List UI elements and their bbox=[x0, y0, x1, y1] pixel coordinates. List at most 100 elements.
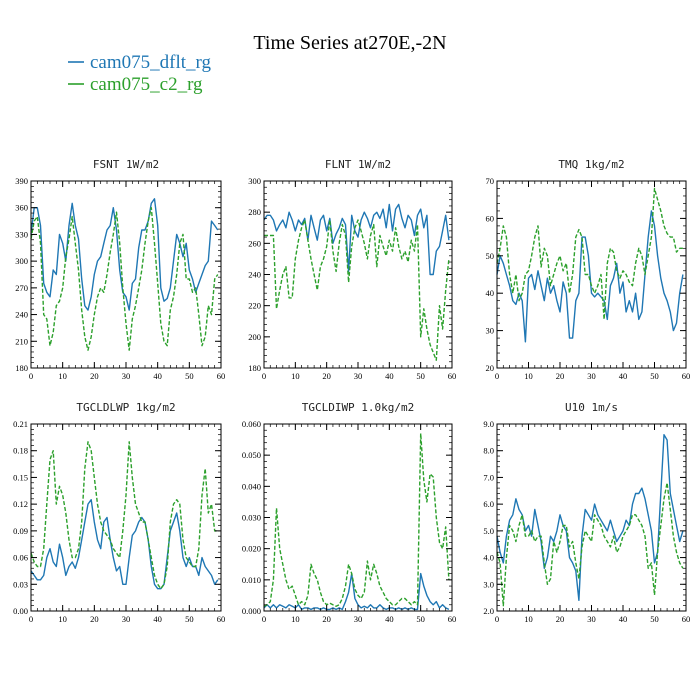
y-tick-label: 0.060 bbox=[242, 419, 261, 429]
x-tick-label: 50 bbox=[650, 371, 659, 381]
series-line-2 bbox=[496, 187, 683, 321]
x-tick-label: 10 bbox=[291, 371, 300, 381]
x-tick-label: 60 bbox=[448, 371, 457, 381]
y-tick-label: 180 bbox=[15, 363, 28, 373]
y-tick-label: 390 bbox=[15, 176, 28, 186]
y-tick-label: 0.12 bbox=[13, 499, 28, 509]
x-tick-label: 40 bbox=[619, 371, 628, 381]
y-tick-label: 240 bbox=[15, 310, 28, 320]
y-tick-label: 200 bbox=[248, 332, 261, 342]
series-line-1 bbox=[496, 210, 684, 343]
x-tick-label: 0 bbox=[495, 614, 499, 624]
panel-title: FSNT 1W/m2 bbox=[93, 158, 159, 171]
y-tick-label: 40 bbox=[486, 288, 495, 298]
x-tick-label: 40 bbox=[385, 614, 394, 624]
y-tick-label: 0.18 bbox=[13, 446, 28, 456]
series-line-2 bbox=[30, 441, 218, 590]
y-tick-label: 6.0 bbox=[483, 499, 494, 509]
x-tick-label: 30 bbox=[354, 614, 363, 624]
x-tick-label: 30 bbox=[587, 614, 596, 624]
x-tick-label: 30 bbox=[122, 614, 131, 624]
x-tick-label: 0 bbox=[29, 614, 33, 624]
series-line-1 bbox=[496, 434, 684, 601]
y-tick-label: 180 bbox=[248, 363, 261, 373]
x-tick-label: 10 bbox=[524, 371, 533, 381]
y-tick-label: 330 bbox=[15, 229, 28, 239]
legend-label-2: cam075_c2_rg bbox=[90, 74, 203, 95]
y-tick-label: 0.000 bbox=[242, 606, 261, 616]
y-tick-label: 210 bbox=[15, 336, 28, 346]
panels: FSNT 1W/m20 10 20 30 40 50 6018021024027030033… bbox=[13, 158, 690, 624]
x-tick-label: 60 bbox=[682, 614, 691, 624]
y-tick-label: 300 bbox=[248, 176, 261, 186]
panel-title: TGCLDIWP 1.0kg/m2 bbox=[302, 401, 415, 414]
figure-title: Time Series at270E,-2N bbox=[253, 32, 446, 54]
x-tick-label: 30 bbox=[587, 371, 596, 381]
x-tick-label: 10 bbox=[291, 614, 300, 624]
y-tick-label: 0.030 bbox=[242, 513, 261, 523]
x-tick-label: 40 bbox=[385, 371, 394, 381]
y-tick-label: 220 bbox=[248, 301, 261, 311]
y-tick-label: 0.00 bbox=[13, 606, 28, 616]
y-tick-label: 5.0 bbox=[483, 526, 494, 536]
x-tick-label: 20 bbox=[90, 614, 99, 624]
y-tick-label: 9.0 bbox=[483, 419, 494, 429]
x-tick-label: 0 bbox=[495, 371, 499, 381]
series-line-2 bbox=[30, 206, 219, 351]
series-line-2 bbox=[496, 482, 684, 607]
x-tick-label: 60 bbox=[448, 614, 457, 624]
y-tick-label: 300 bbox=[15, 256, 28, 266]
panel-title: U10 1m/s bbox=[565, 401, 618, 414]
panel-title: TMQ 1kg/m2 bbox=[558, 158, 624, 171]
series-line-1 bbox=[263, 203, 450, 276]
panel-5: TGCLDIWP 1.0kg/m2 0 10 20 30 40 50 60 0.000 0.010… bbox=[242, 401, 456, 624]
x-tick-label: 30 bbox=[354, 371, 363, 381]
x-tick-label: 60 bbox=[217, 371, 226, 381]
x-tick-label: 40 bbox=[153, 614, 162, 624]
x-tick-label: 0 bbox=[29, 371, 33, 381]
panel-title: FLNT 1W/m2 bbox=[325, 158, 391, 171]
x-tick-label: 50 bbox=[416, 614, 425, 624]
y-tick-label: 360 bbox=[15, 203, 28, 213]
series-line-1 bbox=[30, 198, 219, 311]
y-tick-label: 3.0 bbox=[483, 579, 494, 589]
x-tick-label: 60 bbox=[682, 371, 691, 381]
y-tick-label: 60 bbox=[486, 213, 495, 223]
x-tick-label: 0 bbox=[262, 371, 266, 381]
y-tick-label: 0.15 bbox=[13, 472, 28, 482]
legend-label-1: cam075_dflt_rg bbox=[90, 52, 212, 73]
y-tick-label: 7.0 bbox=[483, 472, 494, 482]
y-tick-label: 30 bbox=[486, 326, 495, 336]
x-tick-label: 60 bbox=[217, 614, 226, 624]
x-tick-label: 20 bbox=[556, 614, 565, 624]
x-tick-label: 10 bbox=[58, 614, 67, 624]
series-line-2 bbox=[263, 432, 450, 607]
y-tick-label: 8.0 bbox=[483, 446, 494, 456]
panel-6: U10 1m/s 0 10 20 30 40 50 60 2.0 3.0 4.0 5.0 6.0 7.0 8… bbox=[483, 401, 690, 624]
y-tick-label: 0.040 bbox=[242, 481, 261, 491]
y-tick-label: 280 bbox=[248, 207, 261, 217]
x-tick-label: 50 bbox=[185, 371, 194, 381]
x-tick-label: 20 bbox=[322, 371, 331, 381]
series-line-2 bbox=[264, 219, 450, 361]
y-tick-label: 0.050 bbox=[242, 450, 261, 460]
y-tick-label: 270 bbox=[15, 283, 28, 293]
x-tick-label: 10 bbox=[58, 371, 67, 381]
y-tick-label: 260 bbox=[248, 238, 261, 248]
x-tick-label: 50 bbox=[650, 614, 659, 624]
x-tick-label: 20 bbox=[322, 614, 331, 624]
series-line-1 bbox=[30, 499, 219, 590]
panel-1: FSNT 1W/m2 0 10 20 30 40 50 60 180 210 240 270 300 33… bbox=[15, 158, 225, 381]
panel-3: TMQ 1kg/m2 0 10 20 30 40 50 60 20 30 40 50 60 70 bbox=[486, 158, 691, 381]
legend: cam075_dflt_rg cam075_c2_rg bbox=[68, 52, 212, 95]
y-tick-label: 2.0 bbox=[483, 606, 494, 616]
y-tick-label: 0.06 bbox=[13, 553, 28, 563]
x-tick-label: 10 bbox=[524, 614, 533, 624]
x-tick-label: 50 bbox=[416, 371, 425, 381]
y-tick-label: 20 bbox=[486, 363, 495, 373]
y-tick-label: 4.0 bbox=[483, 553, 494, 563]
y-tick-label: 0.03 bbox=[13, 579, 28, 589]
x-tick-label: 40 bbox=[619, 614, 628, 624]
